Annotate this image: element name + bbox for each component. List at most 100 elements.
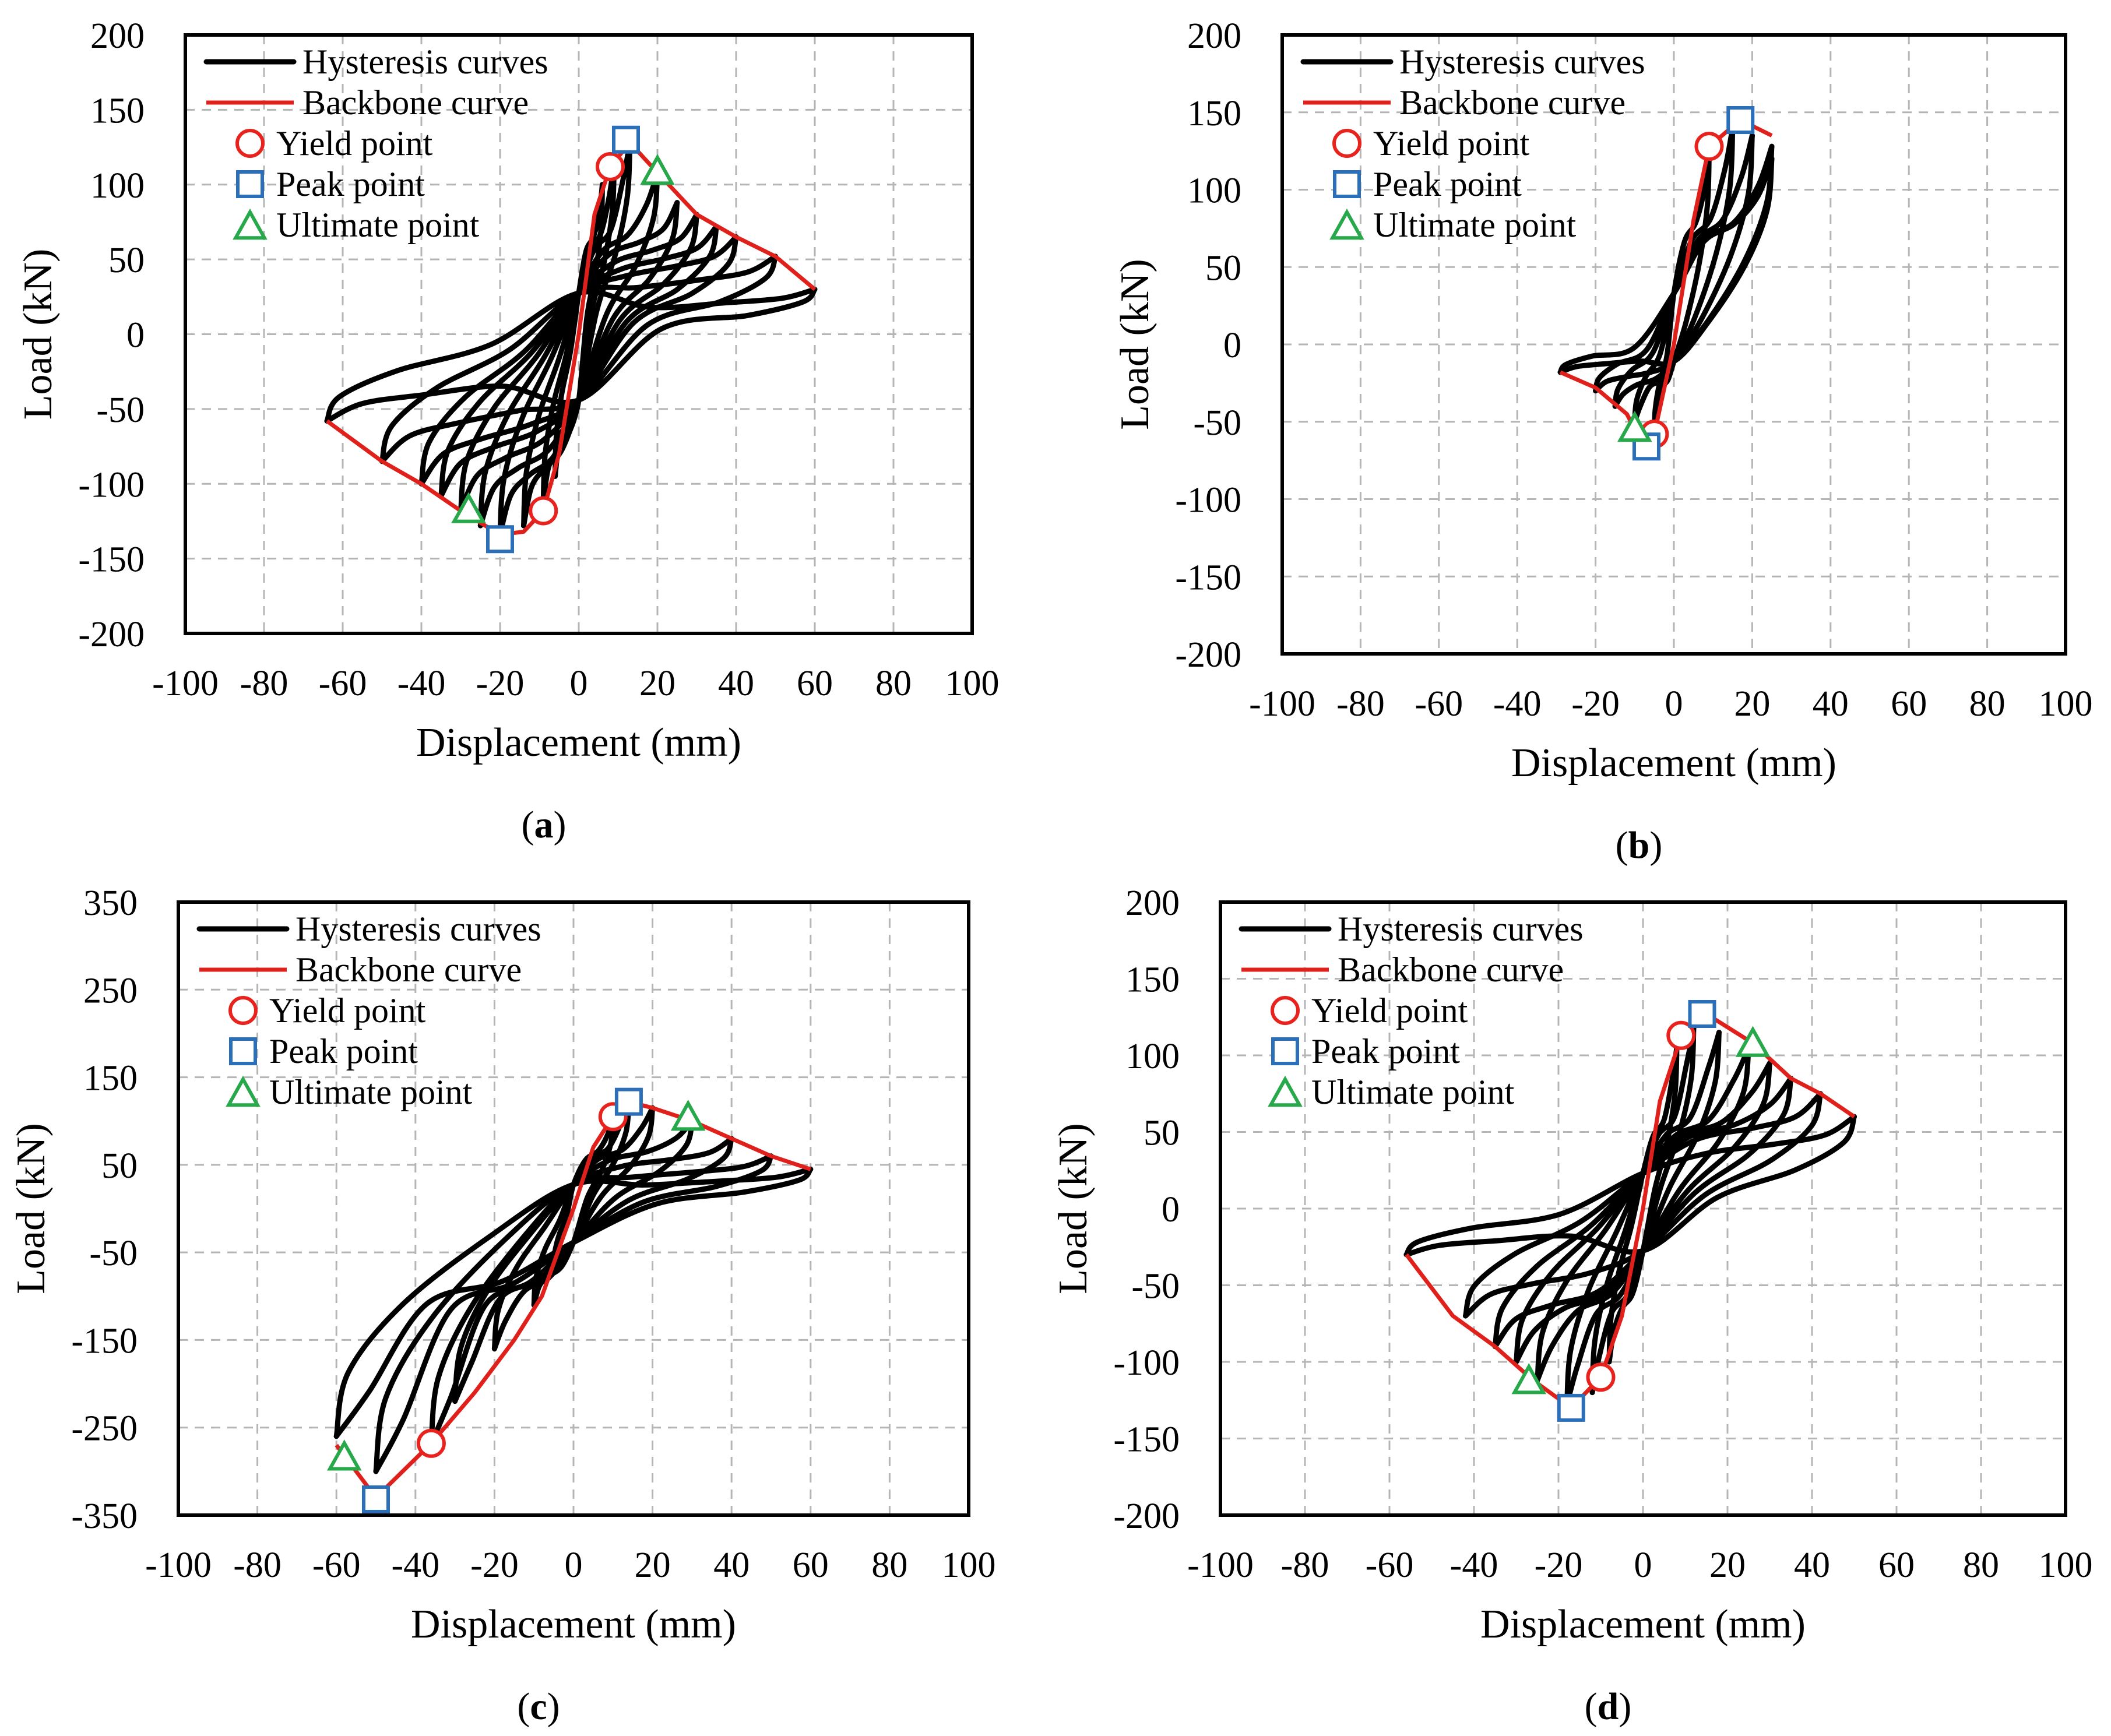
x-tick-label: 0: [565, 1545, 583, 1585]
x-tick-label: 40: [718, 664, 754, 703]
backbone-line: [1559, 118, 1773, 448]
x-tick-label: 60: [1891, 684, 1927, 724]
legend-yield-symbol: [1332, 129, 1361, 158]
key-points: [1511, 999, 1771, 1422]
hysteresis-curves: [1557, 125, 1775, 437]
hysteresis-loop-unloading: [521, 140, 633, 529]
panel-letter: d: [1598, 1685, 1619, 1728]
y-tick-label: 0: [1162, 1190, 1180, 1230]
y-tick-labels: 200 150 100 50 0 -50 -100 -150 -200: [1175, 16, 1241, 675]
legend-peak-symbol: [1271, 1037, 1299, 1065]
panel-letter: b: [1628, 824, 1650, 867]
ultimate-point-marker: [326, 1439, 362, 1471]
x-tick-label: -80: [1281, 1545, 1329, 1585]
y-tick-label: 50: [101, 1146, 138, 1186]
legend-yield-symbol: [228, 996, 258, 1025]
legend-label-hysteresis: Hysteresis curves: [1338, 910, 1584, 948]
legend: Hysteresis curves Backbone curve Yield p…: [1239, 910, 1584, 1111]
x-tick-label: -60: [1415, 684, 1463, 724]
panel-c: 350 250 150 50 -50 -150 -250 -350 -100 -80 -60 -40…: [9, 883, 996, 1728]
ultimate-point-marker: [1511, 1363, 1547, 1395]
backbone-curve: [1559, 118, 1773, 448]
legend-marker-peak: [1271, 1037, 1299, 1065]
hysteresis-loop-unloading: [1403, 1114, 1857, 1258]
y-axis-title: Load (kN): [1113, 259, 1157, 430]
ultimate-point-marker: [640, 154, 675, 185]
plot-frame: [177, 900, 970, 1517]
legend-label-ultimate: Ultimate point: [1311, 1073, 1515, 1111]
legend-label-yield: Yield point: [269, 991, 426, 1030]
legend-label-backbone: Backbone curve: [295, 950, 522, 989]
peak-point-marker: [1557, 1393, 1585, 1422]
legend-label-hysteresis: Hysteresis curves: [302, 43, 548, 81]
y-axis-title: Load (kN): [16, 249, 61, 420]
peak-point-marker: [612, 125, 640, 154]
x-tick-label: -100: [1249, 684, 1315, 724]
ultimate-point-marker: [670, 1100, 706, 1131]
y-tick-label: 0: [126, 316, 145, 355]
y-tick-label: 200: [1125, 883, 1180, 923]
x-tick-label: 40: [1813, 684, 1849, 724]
y-tick-label: 50: [1205, 248, 1241, 288]
y-tick-labels: 200 150 100 50 0 -50 -100 -150 -200: [78, 16, 145, 654]
x-tick-label: -40: [1493, 684, 1542, 724]
y-tick-label: -100: [1175, 481, 1241, 520]
x-tick-label: 0: [570, 664, 588, 703]
legend-label-peak: Peak point: [276, 165, 425, 203]
x-tick-label: 80: [1963, 1545, 1999, 1585]
legend-ultimate-symbol: [1268, 1075, 1303, 1107]
x-tick-label: 100: [2039, 684, 2093, 724]
x-tick-labels: -100 -80 -60 -40 -20 0 20 40 60 80 100: [1249, 684, 2092, 724]
panel-label: (b): [1616, 824, 1663, 867]
y-tick-label: 150: [90, 91, 145, 131]
y-tick-label: 200: [90, 16, 145, 56]
legend-marker-yield: [1271, 996, 1300, 1025]
hysteresis-loop-unloading: [324, 287, 818, 424]
y-tick-label: 100: [1187, 171, 1241, 211]
legend-marker-peak: [236, 170, 264, 198]
hysteresis-loop-reloading: [1403, 1114, 1857, 1258]
legend: Hysteresis curves Backbone curve Yield p…: [203, 43, 548, 244]
legend-marker-ultimate: [1329, 208, 1364, 240]
hysteresis-loop-unloading: [1612, 133, 1755, 409]
ultimate-point-marker: [1617, 410, 1652, 442]
legend-marker-yield: [228, 996, 258, 1025]
plot-frame: [1219, 900, 2067, 1517]
hysteresis-loop-reloading: [324, 287, 818, 424]
x-tick-label: -100: [145, 1545, 212, 1585]
y-tick-label: 150: [83, 1059, 138, 1098]
y-tick-label: -250: [71, 1409, 138, 1449]
x-tick-label: -80: [1336, 684, 1385, 724]
backbone-curve: [1405, 1012, 1856, 1410]
backbone-line: [1405, 1012, 1856, 1410]
x-axis-title: Displacement (mm): [1511, 741, 1836, 786]
peak-point-marker: [1726, 106, 1755, 135]
y-tick-label: -150: [1175, 558, 1241, 597]
legend-ultimate-symbol: [233, 208, 268, 240]
x-tick-label: -100: [152, 664, 219, 703]
y-tick-label: -350: [71, 1496, 138, 1536]
legend-peak-symbol: [1333, 170, 1361, 198]
x-tick-label: 40: [1794, 1545, 1830, 1585]
x-tick-label: 80: [875, 664, 912, 703]
x-axis-title: Displacement (mm): [416, 720, 741, 765]
x-tick-label: -60: [1366, 1545, 1414, 1585]
x-tick-label: -40: [1450, 1545, 1498, 1585]
y-tick-label: 100: [1125, 1037, 1180, 1076]
x-tick-labels: -100 -80 -60 -40 -20 0 20 40 60 80 100: [1187, 1545, 2092, 1585]
peak-point-marker: [362, 1485, 390, 1513]
yield-point-marker: [1694, 132, 1724, 161]
y-tick-label: 50: [1144, 1114, 1180, 1153]
legend-label-peak: Peak point: [1373, 165, 1522, 203]
legend-yield-symbol: [1271, 996, 1300, 1025]
hysteresis-loop-unloading: [1557, 156, 1775, 375]
y-tick-label: 150: [1187, 94, 1241, 133]
y-tick-label: -150: [71, 1321, 138, 1361]
x-tick-label: -40: [397, 664, 446, 703]
x-tick-label: -80: [233, 1545, 282, 1585]
hysteresis-loop-reloading: [333, 1166, 814, 1439]
ultimate-point-marker: [1735, 1026, 1771, 1057]
